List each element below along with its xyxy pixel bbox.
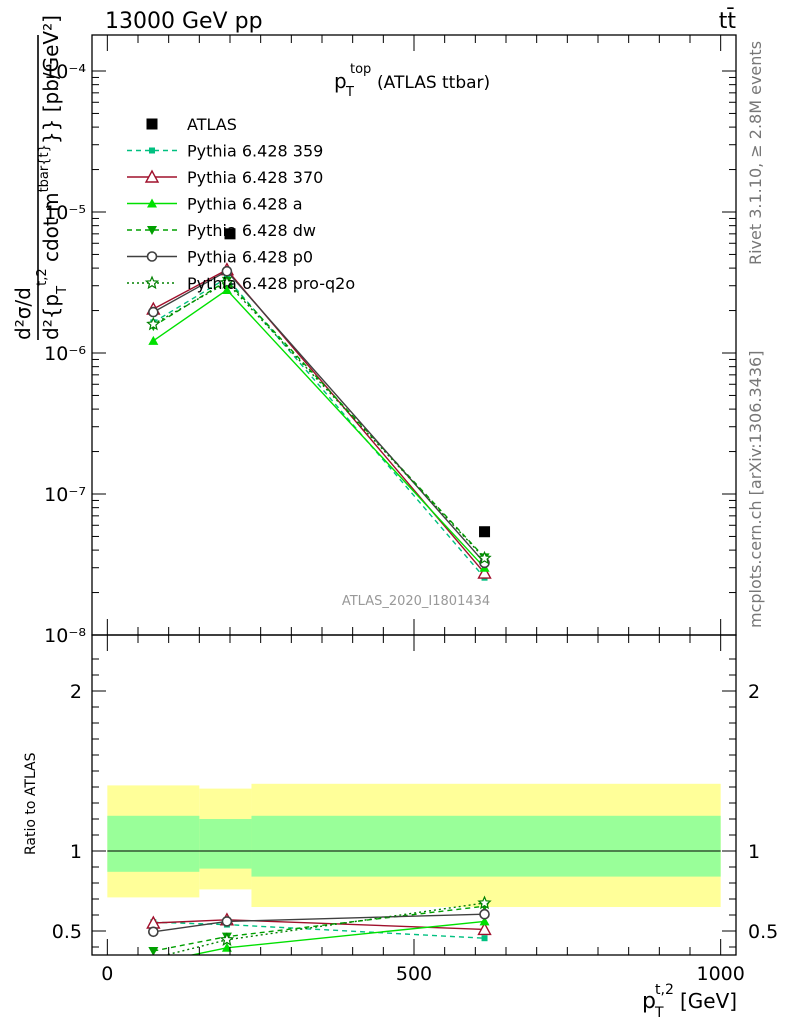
process-label: tt̄ — [719, 8, 737, 34]
legend-label: Pythia 6.428 pro-q2o — [187, 274, 355, 293]
ratio-series-pythia-6-428-p0 — [148, 908, 490, 938]
main-line — [152, 279, 486, 558]
legend-label: Pythia 6.428 370 — [187, 168, 323, 187]
legend-marker — [147, 226, 157, 235]
legend-item: Pythia 6.428 359 — [127, 142, 323, 161]
legend-item: Pythia 6.428 370 — [127, 168, 323, 187]
ratio-series-pythia-6-428-pro-q2o — [163, 895, 492, 955]
ratio-series-pythia-6-428-a — [188, 916, 490, 955]
y-label-denominator: d²{pTt,2 cdot mtbar{t}}} [pb/GeV²] — [35, 15, 70, 340]
analysis-id-label: ATLAS_2020_I1801434 — [342, 594, 490, 609]
main-point — [146, 316, 161, 331]
legend-item: Pythia 6.428 p0 — [127, 248, 313, 267]
main-y-tick-label: 10⁻⁷ — [44, 484, 86, 506]
ratio-point — [219, 932, 235, 946]
ratio-y-tick-label: 2 — [70, 681, 82, 703]
legend-item: Pythia 6.428 pro-q2o — [127, 274, 355, 293]
stat-band-bin-0 — [107, 815, 200, 872]
stat-band-bin-1 — [199, 819, 252, 869]
ratio-series — [146, 895, 492, 955]
main-point — [148, 335, 159, 345]
legend-item: Pythia 6.428 dw — [127, 221, 316, 240]
x-axis-label: p T t,2 [GeV] — [642, 982, 737, 1021]
main-point — [148, 306, 159, 318]
chart-title-main: p — [334, 69, 347, 93]
rivet-version-label: Rivet 3.1.10, ≥ 2.8M events — [746, 41, 765, 265]
x-tick-label: 0 — [101, 963, 113, 985]
x-label-sub: T — [654, 1005, 664, 1021]
legend-label: ATLAS — [187, 115, 237, 134]
ratio-point — [479, 908, 490, 920]
ratio-point — [479, 916, 490, 926]
legend-marker — [144, 275, 160, 290]
ratio-point — [477, 895, 492, 910]
main-y-tick-label: 10⁻⁸ — [44, 625, 86, 647]
y-label-numerator: d²σ/d — [11, 287, 35, 340]
x-label-units: [GeV] — [680, 989, 737, 1013]
x-tick-label: 1000 — [696, 963, 744, 985]
x-label-main: p — [642, 989, 656, 1014]
legend: ATLAS Pythia 6.428 359 Pythia 6.428 370 Pyt… — [127, 115, 355, 293]
x-tick-label: 500 — [396, 963, 432, 985]
ratio-point — [481, 935, 488, 942]
legend-label: Pythia 6.428 359 — [187, 142, 323, 161]
ratio-point — [477, 921, 492, 936]
ratio-y-tick-label-right: 2 — [748, 681, 760, 703]
legend-label: Pythia 6.428 p0 — [187, 248, 313, 267]
chart-title-sup: top — [350, 62, 371, 77]
ratio-y-tick-label-right: 1 — [748, 841, 760, 863]
ratio-point — [221, 916, 233, 927]
stat-band-bin-2 — [251, 815, 721, 877]
ratio-point — [221, 942, 232, 952]
main-point — [479, 526, 491, 538]
ratio-y-tick-label: 1 — [70, 841, 82, 863]
ratio-y-tick-label-right: 0.5 — [748, 921, 778, 943]
main-y-tick-label: 10⁻⁴ — [44, 61, 86, 83]
main-point — [221, 284, 232, 294]
ratio-point — [148, 947, 159, 955]
legend-item: ATLAS — [146, 115, 237, 134]
mcplots-label: mcplots.cern.ch [arXiv:1306.3436] — [746, 351, 765, 628]
x-label-sup: t,2 — [655, 982, 674, 998]
chart-title-rest: (ATLAS ttbar) — [377, 73, 490, 93]
axes: 10⁻⁸ 10⁻⁷ 10⁻⁶ 10⁻⁵ 10⁻⁴ 0.5 0.5 1 1 2 2 0 500 1000 — [44, 34, 778, 985]
main-point — [477, 565, 492, 579]
legend-marker — [149, 147, 155, 154]
main-series-pythia-6-428-pro-q2o — [146, 275, 492, 565]
chart-title-sub: T — [345, 85, 354, 100]
legend-marker — [146, 118, 158, 130]
main-y-tick-label: 10⁻⁶ — [44, 343, 86, 365]
main-point — [224, 228, 236, 240]
ratio-y-axis-label: Ratio to ATLAS — [23, 752, 39, 855]
main-point — [477, 550, 492, 565]
main-y-axis-label: d²σ/d d²{pTt,2 cdot mtbar{t}}} [pb/GeV²] — [11, 15, 70, 340]
legend-marker — [146, 251, 158, 262]
legend-marker — [144, 169, 160, 183]
main-series-atlas — [224, 228, 491, 538]
main-line — [152, 281, 486, 559]
legend-item: Pythia 6.428 a — [127, 195, 303, 214]
ratio-y-tick-label: 0.5 — [52, 921, 82, 943]
ratio-uncertainty-bands — [107, 783, 721, 907]
main-series — [146, 228, 492, 581]
main-point — [219, 275, 235, 289]
chart-title: p T top (ATLAS ttbar) — [334, 62, 490, 100]
main-y-tick-label: 10⁻⁵ — [44, 202, 86, 224]
legend-label: Pythia 6.428 dw — [187, 221, 316, 240]
ratio-point — [148, 926, 159, 938]
legend-marker — [147, 198, 157, 208]
legend-label: Pythia 6.428 a — [187, 195, 303, 214]
energy-label: 13000 GeV pp — [105, 9, 263, 34]
